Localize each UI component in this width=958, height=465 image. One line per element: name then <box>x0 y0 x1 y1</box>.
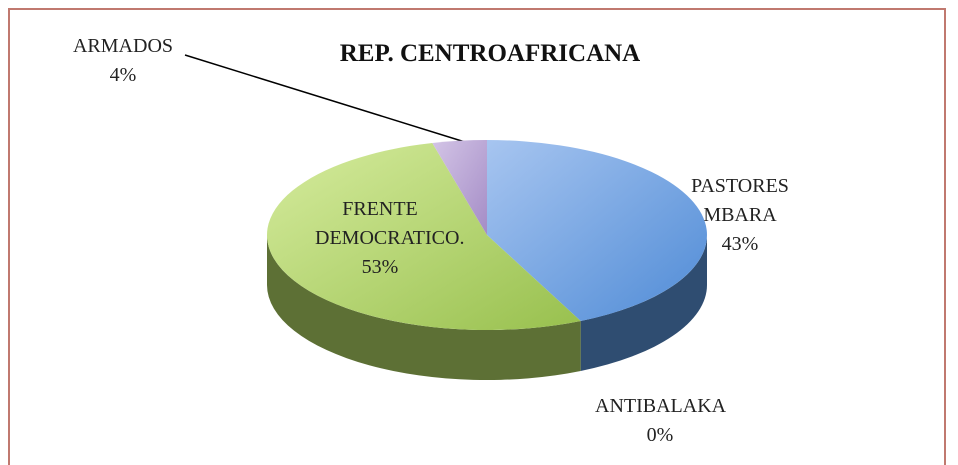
slice <box>432 140 487 235</box>
slice <box>487 140 707 321</box>
chart-frame <box>8 8 946 465</box>
slice-side <box>580 235 707 371</box>
slice-label: ARMADOS 4% <box>58 32 188 90</box>
slice-label: ANTIBALAKA 0% <box>595 392 727 450</box>
slice-value: 53% <box>361 256 399 278</box>
slice-label: FRENTE DEMOCRATICO. 53% <box>315 195 465 282</box>
leader-line <box>184 54 466 143</box>
slice <box>266 142 581 331</box>
slice-side <box>267 235 581 380</box>
slice-value: 0% <box>646 424 674 446</box>
slice-label: PASTORES MBARA 43% <box>675 172 805 259</box>
chart-title: REP. CENTROAFRICANA <box>339 40 641 67</box>
slice-value: 4% <box>109 64 137 86</box>
slice-category: PASTORES MBARA <box>691 175 789 226</box>
slice-category: FRENTE DEMOCRATICO. <box>315 198 465 249</box>
slice-category: ARMADOS <box>72 35 174 57</box>
slice-category: ANTIBALAKA <box>595 395 727 417</box>
slice-value: 43% <box>721 233 759 255</box>
